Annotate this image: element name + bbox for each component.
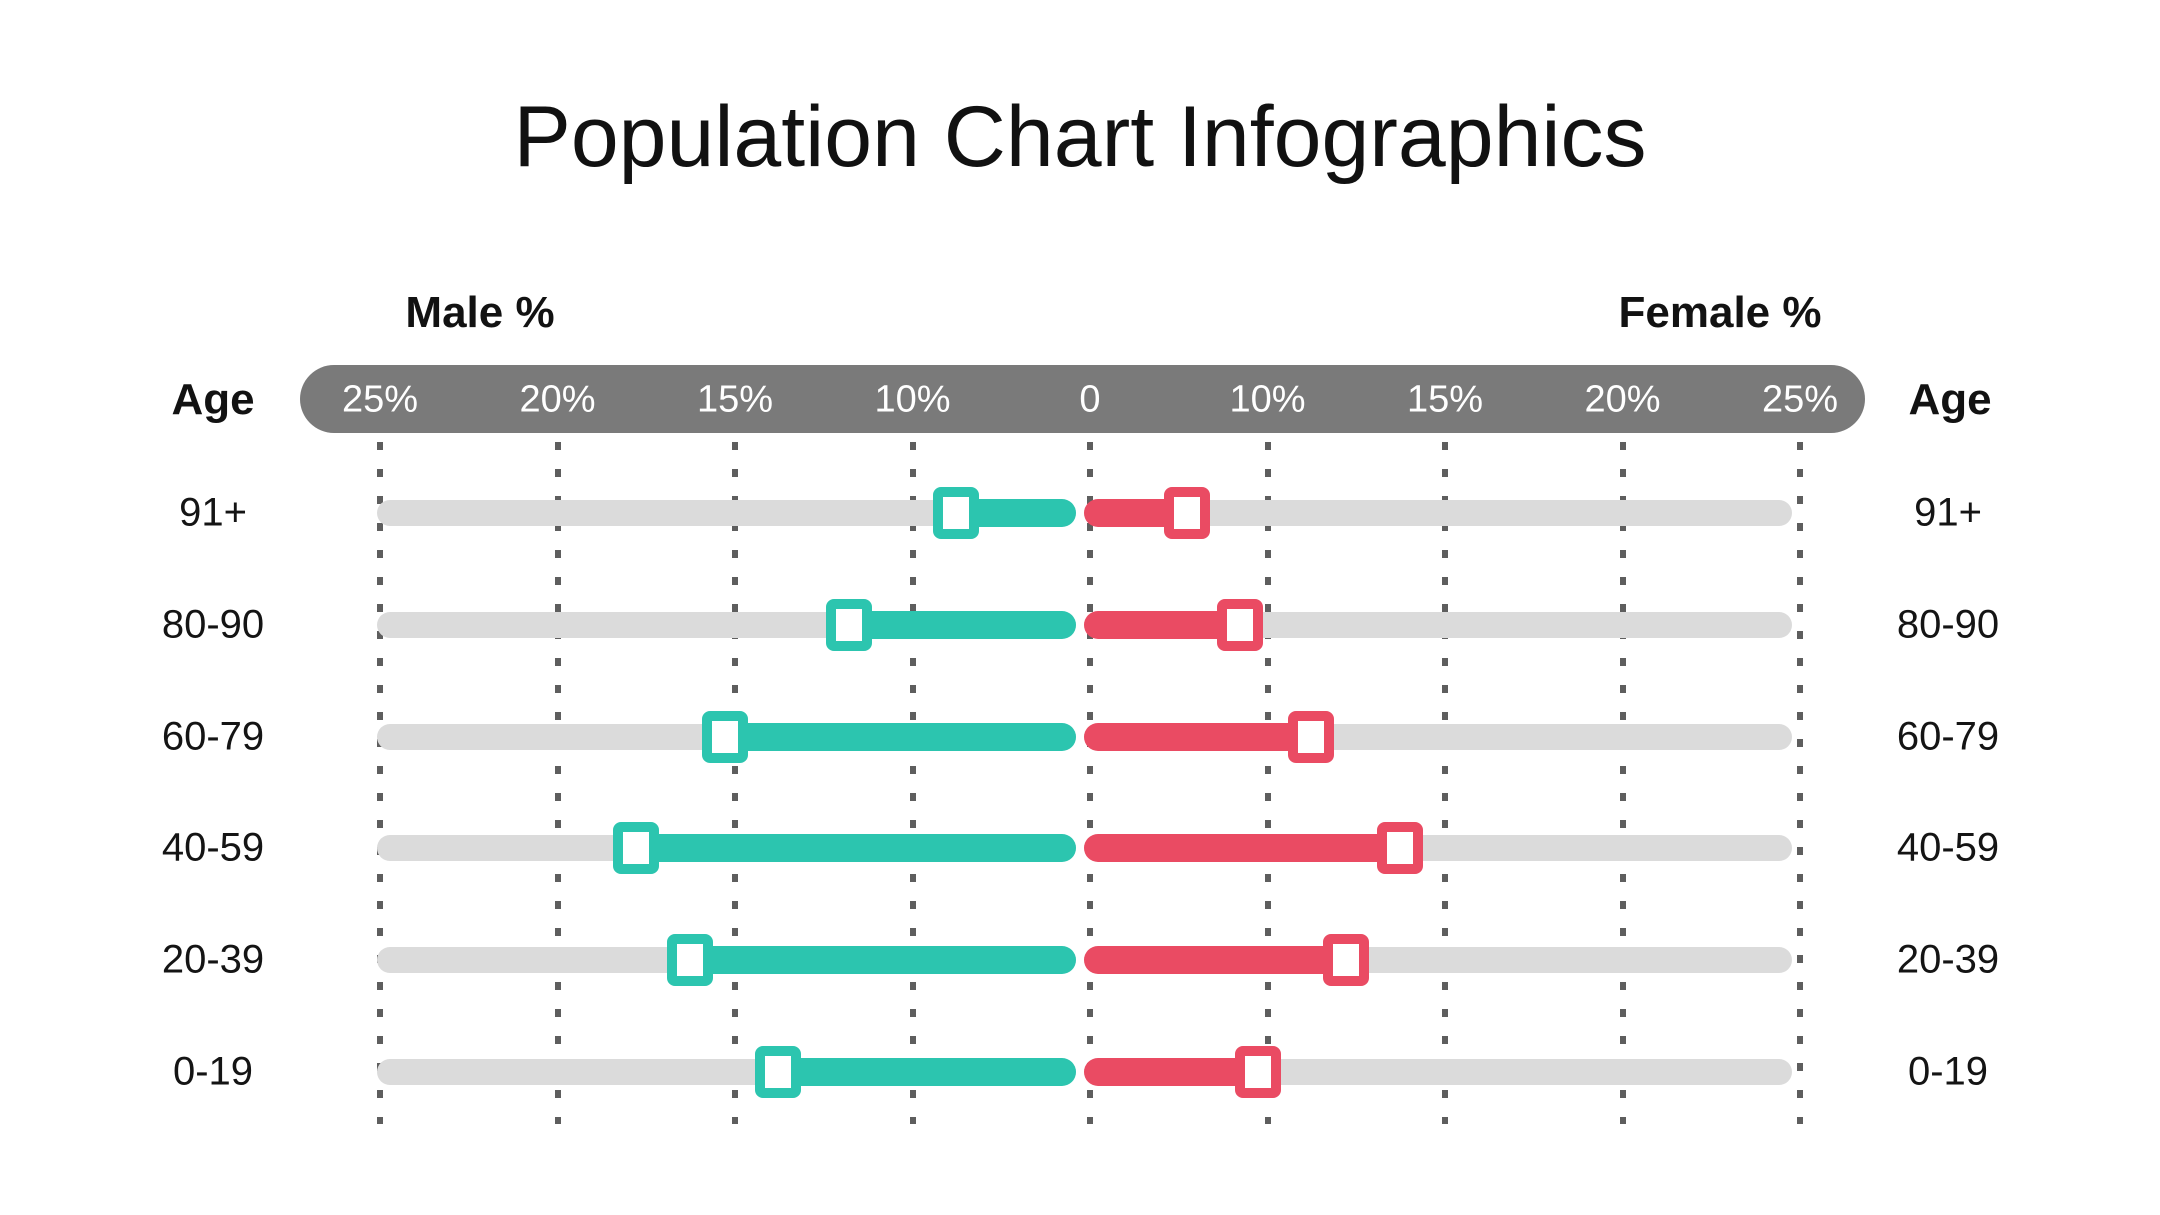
axis-tick-label: 10% bbox=[1229, 378, 1306, 421]
axis-tick-label: 10% bbox=[874, 378, 951, 421]
female-slider-handle[interactable] bbox=[1287, 710, 1334, 763]
female-slider-handle[interactable] bbox=[1216, 598, 1263, 651]
male-slider-handle[interactable] bbox=[702, 710, 748, 763]
female-slider-handle[interactable] bbox=[1323, 934, 1370, 987]
dotted-gridline bbox=[1797, 442, 1803, 1124]
axis-tick-label: 25% bbox=[1761, 378, 1839, 421]
axis-tick-label: 20% bbox=[1584, 378, 1661, 421]
age-label-left: 91+ bbox=[179, 490, 247, 535]
male-bar bbox=[849, 610, 1076, 639]
axis-scale-bar bbox=[300, 365, 1865, 433]
age-label-right: 20-39 bbox=[1896, 937, 2000, 982]
axis-tick-label: 15% bbox=[1406, 378, 1484, 421]
dotted-gridline bbox=[732, 442, 738, 1124]
dotted-gridline bbox=[377, 442, 383, 1124]
dotted-gridline bbox=[909, 442, 916, 1124]
age-label-left: 80-90 bbox=[161, 602, 265, 647]
axis-tick-label: 25% bbox=[341, 378, 419, 421]
female-slider-handle[interactable] bbox=[1376, 822, 1423, 875]
age-label-right: 60-79 bbox=[1896, 714, 2000, 759]
dotted-gridline bbox=[1442, 442, 1448, 1124]
dotted-gridline bbox=[1264, 442, 1271, 1124]
age-label-left: 20-39 bbox=[161, 937, 265, 982]
male-bar bbox=[689, 946, 1076, 975]
age-label-right: 91+ bbox=[1914, 490, 1982, 535]
male-slider-handle[interactable] bbox=[613, 822, 660, 875]
axis-tick-label: 20% bbox=[519, 378, 596, 421]
female-bar bbox=[1084, 610, 1240, 639]
age-header-left: Age bbox=[171, 375, 255, 424]
axis-tick-label: 15% bbox=[696, 378, 774, 421]
male-axis-header: Male % bbox=[405, 288, 555, 337]
female-bar bbox=[1084, 946, 1347, 975]
age-label-left: 60-79 bbox=[161, 714, 265, 759]
age-label-right: 80-90 bbox=[1896, 602, 2000, 647]
dotted-gridline bbox=[1619, 442, 1626, 1124]
chart-title: Population Chart Infographics bbox=[513, 89, 1647, 185]
age-header-right: Age bbox=[1908, 375, 1992, 424]
male-bar bbox=[778, 1058, 1076, 1086]
female-axis-header: Female % bbox=[1618, 288, 1822, 337]
axis-tick-label: 0 bbox=[1079, 378, 1101, 421]
male-bar bbox=[725, 722, 1076, 751]
dotted-gridline bbox=[1087, 442, 1093, 1124]
age-label-right: 40-59 bbox=[1896, 825, 2000, 870]
female-bar bbox=[1084, 1058, 1258, 1086]
male-bar bbox=[636, 834, 1076, 863]
dotted-gridline bbox=[554, 442, 561, 1124]
female-bar bbox=[1084, 722, 1311, 751]
female-bar bbox=[1084, 834, 1400, 863]
age-label-right: 0-19 bbox=[1907, 1049, 1989, 1094]
male-slider-handle[interactable] bbox=[755, 1046, 802, 1098]
male-slider-handle[interactable] bbox=[666, 934, 713, 987]
female-slider-handle[interactable] bbox=[1163, 487, 1210, 539]
male-slider-handle[interactable] bbox=[826, 598, 873, 651]
female-slider-handle[interactable] bbox=[1234, 1046, 1281, 1098]
age-label-left: 0-19 bbox=[172, 1049, 254, 1094]
male-slider-handle[interactable] bbox=[932, 487, 979, 539]
age-label-left: 40-59 bbox=[161, 825, 265, 870]
